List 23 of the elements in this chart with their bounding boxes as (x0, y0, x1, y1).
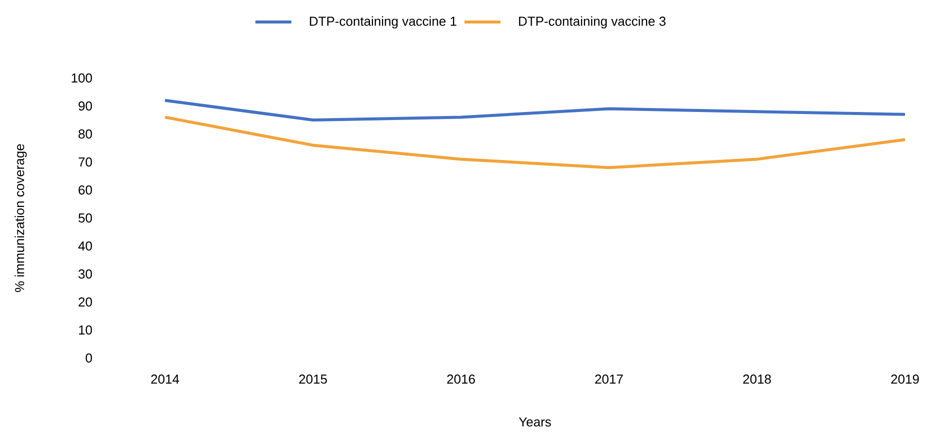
line-series (164, 116, 907, 170)
x-tick-label: 2016 (447, 374, 475, 384)
y-tick-label: 90 (78, 101, 92, 111)
y-tick-label: 80 (78, 129, 92, 139)
legend-label: DTP-containing vaccine 3 (519, 16, 666, 28)
y-tick-label: 10 (78, 325, 92, 335)
x-tick-label: 2014 (151, 374, 180, 384)
x-tick-label: 2018 (743, 374, 771, 384)
y-tick-label: 0 (86, 353, 92, 363)
x-axis-title: Years (518, 417, 551, 427)
x-tick-label: 2019 (891, 374, 919, 384)
y-axis-title: % immunization coverage (14, 144, 27, 292)
y-tick-label: 30 (78, 269, 92, 279)
line-series (164, 98, 907, 122)
x-tick-label: 2017 (595, 374, 623, 384)
y-tick-label: 40 (78, 241, 92, 251)
y-tick-label: 100 (72, 73, 92, 83)
x-tick-label: 2015 (299, 374, 327, 384)
y-tick-label: 20 (78, 297, 92, 307)
legend-label: DTP-containing vaccine 1 (310, 16, 456, 28)
y-tick-label: 50 (78, 213, 92, 223)
y-tick-label: 70 (78, 157, 92, 167)
y-tick-label: 60 (78, 185, 92, 195)
